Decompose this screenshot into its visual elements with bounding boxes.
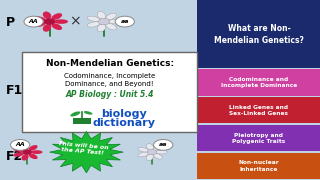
Text: Non-Mendelian Genetics:: Non-Mendelian Genetics:	[45, 59, 174, 68]
Ellipse shape	[29, 145, 38, 151]
Ellipse shape	[33, 16, 46, 21]
Ellipse shape	[31, 150, 43, 154]
Ellipse shape	[97, 12, 106, 19]
Ellipse shape	[29, 154, 38, 159]
Circle shape	[147, 149, 157, 155]
Text: Pleiotropy and
Polygenic Traits: Pleiotropy and Polygenic Traits	[232, 132, 285, 144]
Ellipse shape	[138, 148, 149, 152]
FancyBboxPatch shape	[197, 153, 320, 179]
Ellipse shape	[146, 144, 153, 150]
Text: Non-nuclear
Inheritance: Non-nuclear Inheritance	[238, 160, 279, 172]
Circle shape	[98, 18, 110, 25]
Ellipse shape	[138, 152, 149, 157]
Text: F1: F1	[6, 84, 23, 96]
Ellipse shape	[106, 23, 116, 30]
Ellipse shape	[87, 22, 100, 27]
Text: Linked Genes and
Sex-Linked Genes: Linked Genes and Sex-Linked Genes	[229, 105, 288, 116]
Ellipse shape	[146, 154, 153, 161]
Text: biology: biology	[101, 109, 147, 119]
Ellipse shape	[108, 19, 123, 24]
Ellipse shape	[70, 111, 80, 116]
Text: aa: aa	[121, 19, 129, 24]
FancyBboxPatch shape	[22, 52, 197, 132]
Ellipse shape	[43, 12, 51, 19]
Ellipse shape	[13, 148, 24, 152]
Circle shape	[115, 16, 134, 27]
Circle shape	[22, 149, 32, 155]
Ellipse shape	[21, 154, 28, 161]
Text: AA: AA	[15, 142, 25, 147]
Text: AA: AA	[29, 19, 38, 24]
Text: dictionary: dictionary	[92, 118, 156, 128]
Ellipse shape	[156, 150, 167, 154]
FancyBboxPatch shape	[197, 97, 320, 123]
Ellipse shape	[13, 152, 24, 157]
Ellipse shape	[54, 19, 68, 24]
Ellipse shape	[154, 145, 163, 151]
Ellipse shape	[52, 23, 62, 30]
Ellipse shape	[87, 16, 100, 21]
Ellipse shape	[84, 111, 92, 115]
Text: What are Non-
Mendelian Genetics?: What are Non- Mendelian Genetics?	[214, 24, 304, 45]
Text: Dominance, and Beyond!: Dominance, and Beyond!	[65, 81, 154, 87]
FancyBboxPatch shape	[197, 69, 320, 96]
Ellipse shape	[106, 13, 116, 20]
FancyBboxPatch shape	[197, 0, 320, 68]
Ellipse shape	[97, 24, 106, 32]
Text: F2: F2	[6, 150, 23, 163]
Ellipse shape	[154, 154, 163, 159]
FancyBboxPatch shape	[74, 118, 92, 124]
Text: ×: ×	[69, 15, 81, 29]
Text: Codominance, Incomplete: Codominance, Incomplete	[64, 73, 155, 79]
Ellipse shape	[21, 144, 28, 150]
Ellipse shape	[43, 24, 51, 32]
Circle shape	[24, 16, 43, 27]
Ellipse shape	[33, 22, 46, 27]
Ellipse shape	[52, 13, 62, 20]
Text: aa: aa	[159, 142, 167, 147]
Polygon shape	[50, 131, 123, 173]
Text: AP Biology : Unit 5.4: AP Biology : Unit 5.4	[65, 90, 154, 99]
Text: P: P	[6, 16, 15, 29]
Text: This will be on
the AP Test!: This will be on the AP Test!	[58, 141, 109, 156]
Circle shape	[11, 140, 30, 150]
Text: Codominance and
Incomplete Dominance: Codominance and Incomplete Dominance	[221, 77, 297, 88]
FancyBboxPatch shape	[197, 125, 320, 151]
Circle shape	[154, 140, 173, 150]
Circle shape	[44, 18, 55, 25]
